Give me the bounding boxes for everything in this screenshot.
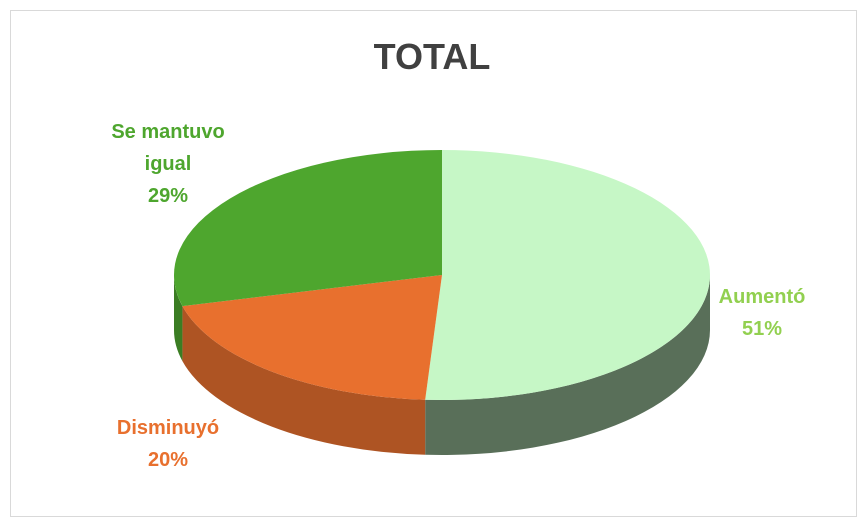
category-label: Se mantuvo igual — [111, 121, 225, 175]
chart-title: TOTAL — [373, 36, 491, 77]
slice-side — [182, 306, 426, 455]
slice — [425, 150, 711, 400]
data-label: Se mantuvo igual 29% — [93, 116, 243, 212]
slice — [173, 150, 442, 307]
slice — [182, 275, 442, 400]
value-label: 51% — [741, 318, 783, 340]
category-label: Aumentó — [718, 286, 806, 308]
category-label: Disminuyó — [116, 417, 220, 439]
slice-side — [425, 275, 710, 455]
slice-side — [174, 275, 183, 362]
value-label: 29% — [147, 185, 189, 207]
data-label: Aumentó 51% — [677, 281, 847, 345]
data-label: Disminuyó 20% — [83, 412, 253, 476]
value-label: 20% — [147, 449, 189, 471]
